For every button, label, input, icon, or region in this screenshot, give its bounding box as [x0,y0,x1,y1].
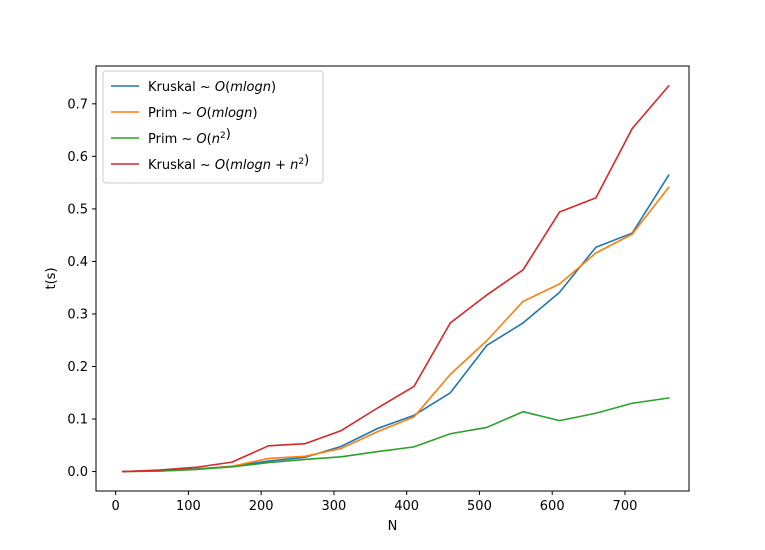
series-line-3 [122,397,670,473]
series-line-4 [122,84,670,473]
y-tick-label: 0.5 [67,202,88,217]
x-tick-label: 700 [613,499,638,514]
y-tick-label: 0.6 [67,150,88,165]
x-tick-label: 0 [112,499,120,514]
y-tick-label: 0.2 [67,360,88,375]
x-tick-label: 200 [249,499,274,514]
legend-box [102,70,324,184]
axes-frame [95,65,690,492]
y-axis-label: t(s) [44,267,59,289]
plot-lines [122,84,670,473]
legend-label-2: Prim ~ O(mlogn) [148,106,258,121]
legend: Kruskal ~ O(mlogn) Prim ~ O(mlogn) Prim ~ … [102,70,324,184]
legend-label-1: Kruskal ~ O(mlogn) [148,80,276,95]
y-tick-label: 0.7 [67,97,88,112]
x-tick-label: 600 [540,499,565,514]
x-tick-label: 300 [322,499,347,514]
legend-label-3: Prim ~ O(n2) [148,127,231,147]
x-axis-ticks: 0 100 200 300 400 500 600 700 [112,491,638,514]
y-tick-label: 0.1 [67,413,88,428]
x-tick-label: 500 [467,499,492,514]
x-tick-label: 400 [394,499,419,514]
y-tick-label: 0.0 [67,465,88,480]
x-tick-label: 100 [176,499,201,514]
x-axis-label: N [388,519,398,534]
y-axis-ticks: 0.0 0.1 0.2 0.3 0.4 0.5 0.6 0.7 [67,97,96,480]
y-tick-label: 0.3 [67,307,88,322]
legend-label-4: Kruskal ~ O(mlogn + n2) [148,153,309,173]
y-tick-label: 0.4 [67,255,88,270]
